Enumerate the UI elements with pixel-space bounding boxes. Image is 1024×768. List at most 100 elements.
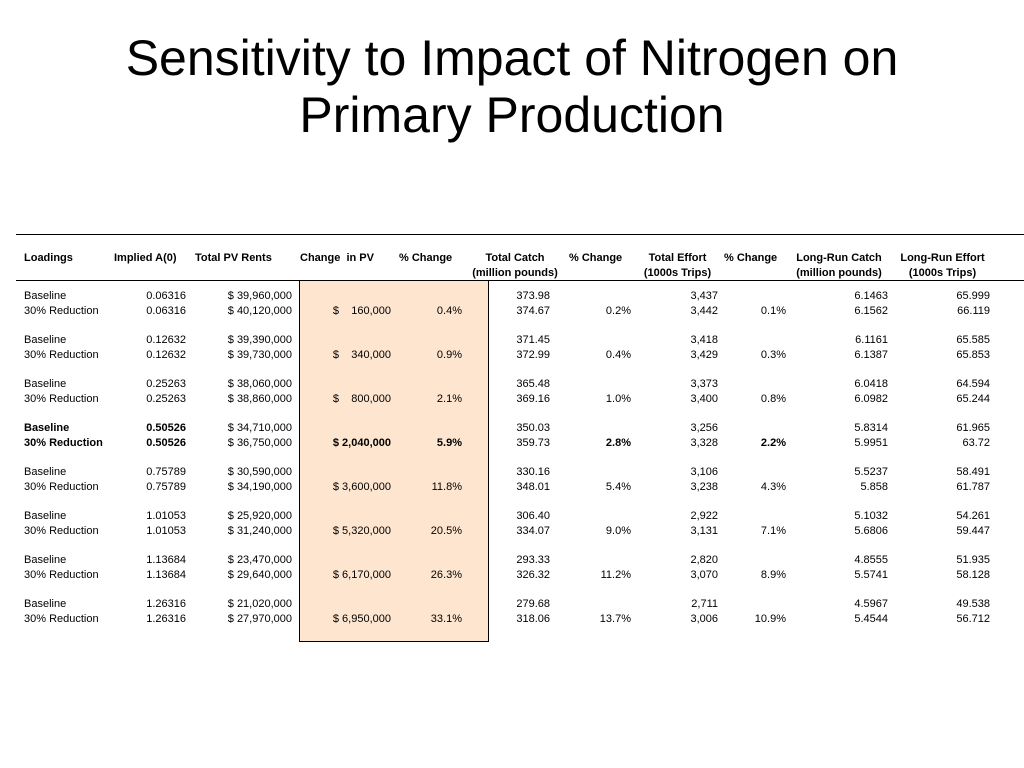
cell-pct-change-catch: 0.2% [605,305,631,317]
cell-long-run-effort: 63.72 [962,437,990,449]
cell-total-effort: 3,400 [690,393,718,405]
cell-long-run-effort: 64.594 [956,378,990,390]
header-long-run-effort-line-1: Long-Run Effort [900,252,985,264]
cell-pct-change-effort: 8.9% [760,569,786,581]
cell-long-run-effort: 65.585 [956,334,990,346]
cell-total-effort: 3,106 [690,466,718,478]
cell-implied: 0.50526 [146,437,186,449]
cell-loadings: Baseline [24,466,67,478]
cell-long-run-effort: 51.935 [956,554,990,566]
change-in-pv-highlight [299,280,489,642]
cell-total-effort: 3,429 [690,349,718,361]
cell-loadings: Baseline [24,598,67,610]
cell-pct-change-effort: 0.1% [760,305,786,317]
cell-pct-change-effort: 7.1% [760,525,786,537]
cell-total-pv-rents: $ 31,240,000 [227,525,292,537]
cell-total-pv-rents: $ 23,470,000 [227,554,292,566]
cell-total-catch: 330.16 [516,466,550,478]
cell-change-in-pv: $ 2,040,000 [332,437,391,449]
cell-loadings: 30% Reduction [24,525,99,537]
cell-loadings: 30% Reduction [24,481,99,493]
header-total-catch-line-1: Total Catch [485,252,545,264]
cell-pct-change-pv: 0.4% [436,305,462,317]
cell-total-catch: 293.33 [516,554,550,566]
cell-implied: 1.01053 [146,525,186,537]
cell-total-catch: 372.99 [516,349,550,361]
header-long-run-catch: Long-Run Catch (million pounds) [784,251,894,281]
table-header-rule [16,280,1024,281]
cell-loadings: 30% Reduction [24,437,103,449]
cell-total-catch: 369.16 [516,393,550,405]
cell-long-run-catch: 6.0418 [854,378,888,390]
header-loadings: Loadings [24,252,73,264]
cell-pct-change-pv: 2.1% [436,393,462,405]
cell-implied: 0.12632 [146,349,186,361]
cell-total-pv-rents: $ 30,590,000 [227,466,292,478]
cell-total-pv-rents: $ 29,640,000 [227,569,292,581]
header-total-pv-rents: Total PV Rents [195,252,272,264]
cell-long-run-catch: 5.858 [860,481,888,493]
header-total-catch-line-2: (million pounds) [472,267,558,279]
cell-total-effort: 2,820 [690,554,718,566]
cell-total-catch: 374.67 [516,305,550,317]
cell-loadings: 30% Reduction [24,613,99,625]
cell-loadings: 30% Reduction [24,349,99,361]
cell-pct-change-catch: 13.7% [599,613,631,625]
cell-long-run-catch: 5.9951 [854,437,888,449]
cell-loadings: Baseline [24,554,67,566]
cell-total-pv-rents: $ 38,060,000 [227,378,292,390]
cell-total-effort: 3,442 [690,305,718,317]
cell-total-effort: 3,238 [690,481,718,493]
cell-pct-change-effort: 0.3% [760,349,786,361]
cell-total-effort: 3,437 [690,290,718,302]
cell-pct-change-pv: 5.9% [436,437,462,449]
cell-total-catch: 326.32 [516,569,550,581]
cell-total-effort: 3,070 [690,569,718,581]
cell-pct-change-pv: 26.3% [430,569,462,581]
header-long-run-effort-line-2: (1000s Trips) [908,267,977,279]
cell-total-catch: 334.07 [516,525,550,537]
cell-implied: 1.13684 [146,569,186,581]
cell-loadings: Baseline [24,378,67,390]
cell-pct-change-effort: 4.3% [760,481,786,493]
header-pct-change-pv: % Change [399,252,453,264]
cell-implied: 0.75789 [146,481,186,493]
cell-total-effort: 2,711 [691,598,718,610]
cell-change-in-pv: $ 6,950,000 [332,613,391,625]
cell-change-in-pv: $ 5,320,000 [332,525,391,537]
cell-total-pv-rents: $ 39,960,000 [227,290,292,302]
cell-change-in-pv: $ 800,000 [332,393,391,405]
header-pct-change-effort: % Change [724,252,778,264]
cell-long-run-catch: 4.5967 [854,598,888,610]
cell-long-run-catch: 5.4544 [854,613,888,625]
cell-change-in-pv: $ 3,600,000 [332,481,391,493]
cell-pct-change-catch: 0.4% [605,349,631,361]
cell-change-in-pv: $ 160,000 [332,305,391,317]
cell-total-catch: 306.40 [516,510,550,522]
cell-total-effort: 2,922 [690,510,718,522]
cell-pct-change-pv: 20.5% [430,525,462,537]
cell-total-catch: 348.01 [516,481,550,493]
cell-total-pv-rents: $ 39,730,000 [227,349,292,361]
cell-long-run-effort: 65.244 [956,393,990,405]
title-line-2: Primary Production [299,87,725,143]
cell-implied: 0.12632 [146,334,186,346]
page-title: Sensitivity to Impact of Nitrogen on Pri… [0,30,1024,144]
cell-long-run-effort: 58.128 [956,569,990,581]
header-change-in-pv: Change in PV [300,252,374,264]
cell-long-run-effort: 49.538 [956,598,990,610]
header-total-effort: Total Effort (1000s Trips) [630,251,725,281]
cell-implied: 1.13684 [146,554,186,566]
cell-pct-change-pv: 11.8% [431,481,462,493]
header-total-effort-line-2: (1000s Trips) [643,267,712,279]
cell-loadings: 30% Reduction [24,569,99,581]
cell-pct-change-catch: 9.0% [605,525,631,537]
cell-implied: 1.26316 [146,598,186,610]
cell-long-run-catch: 6.1387 [854,349,888,361]
cell-total-effort: 3,328 [690,437,718,449]
cell-pct-change-pv: 33.1% [430,613,462,625]
cell-loadings: Baseline [24,290,67,302]
cell-long-run-effort: 65.853 [956,349,990,361]
cell-pct-change-effort: 2.2% [760,437,786,449]
cell-total-catch: 359.73 [516,437,550,449]
